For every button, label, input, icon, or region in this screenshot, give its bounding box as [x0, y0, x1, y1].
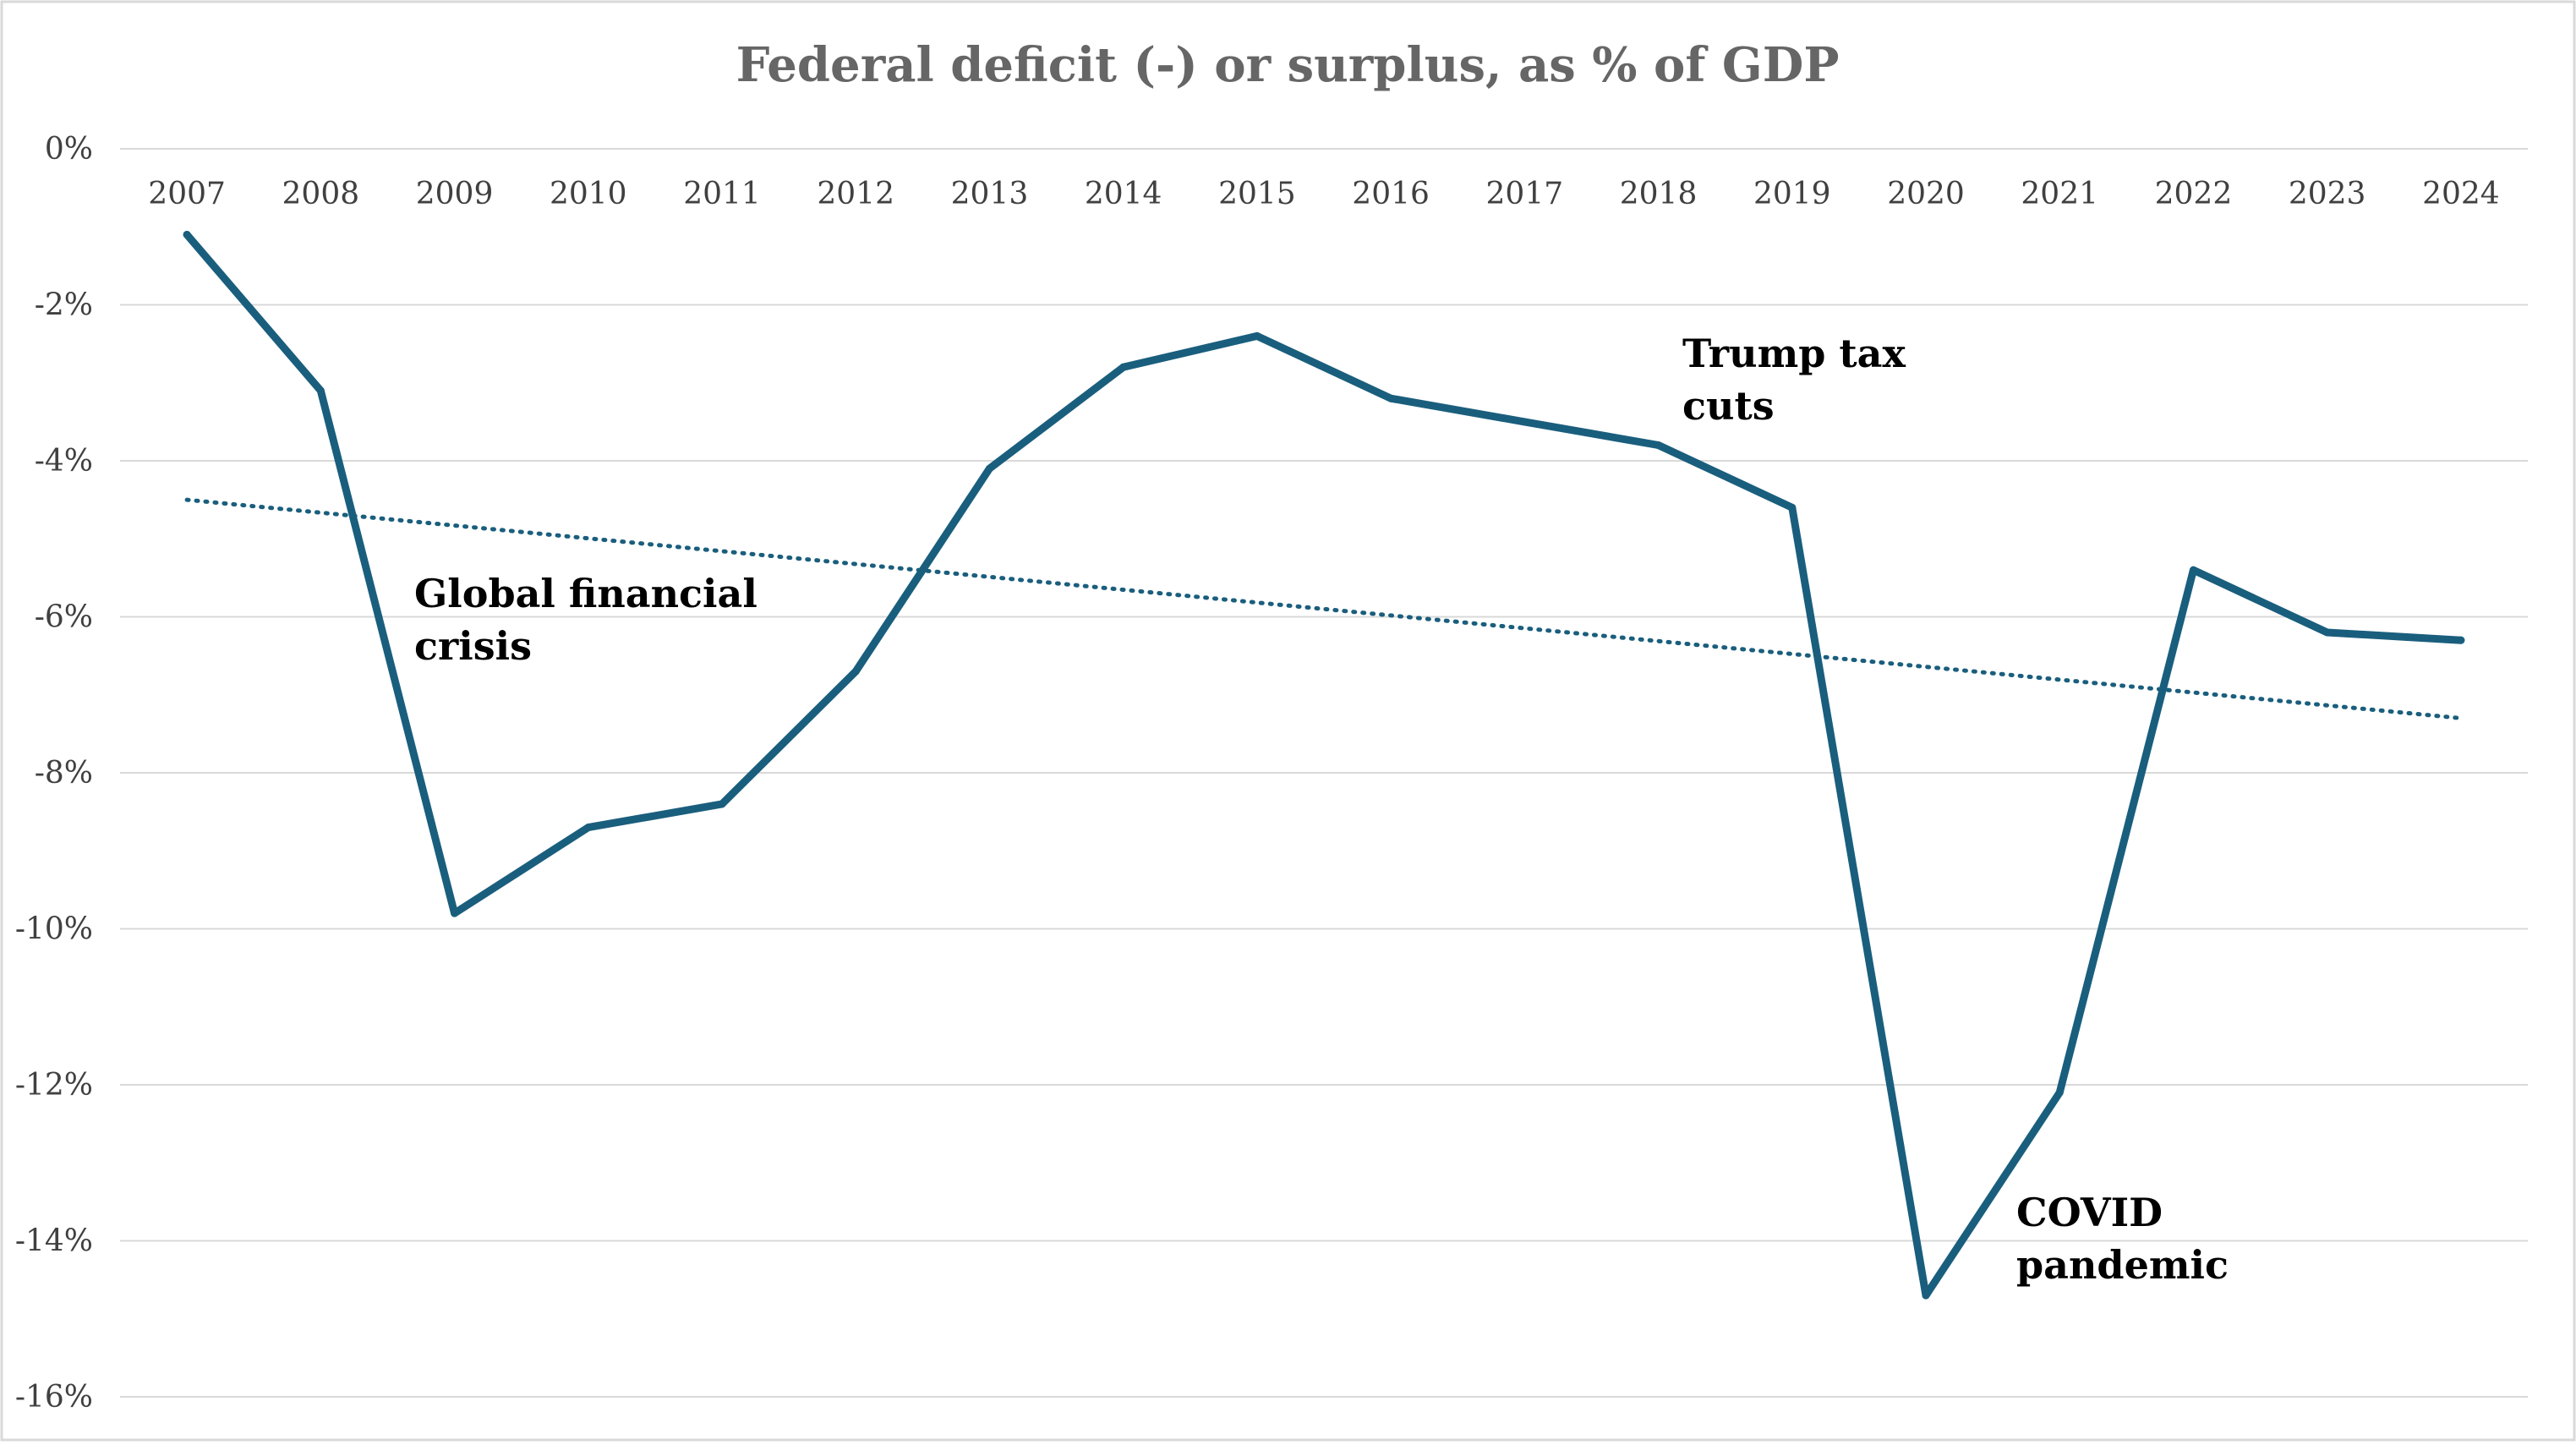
data-point: [1922, 1291, 1930, 1300]
data-point: [851, 667, 860, 676]
data-point: [584, 824, 593, 832]
y-tick-label: -2%: [35, 288, 93, 323]
y-tick-label: -10%: [15, 912, 93, 947]
gridlines: [120, 148, 2528, 1398]
y-tick-label: -8%: [35, 756, 93, 791]
data-point: [183, 230, 191, 238]
x-tick-label: 2012: [817, 177, 894, 211]
annotation-text: pandemic: [2016, 1242, 2229, 1288]
data-point: [1386, 394, 1395, 402]
data-point: [2323, 628, 2332, 637]
y-axis-ticks: 0% -2% -4% -6% -8% -10% -12% -14% -16%: [15, 132, 93, 1415]
data-point: [316, 386, 325, 395]
x-tick-label: 2015: [1218, 177, 1296, 211]
y-tick-label: -12%: [15, 1068, 93, 1103]
annotation-text: COVID: [2016, 1190, 2163, 1235]
annotation-text: Global financial: [414, 571, 757, 616]
annotation-text: cuts: [1682, 383, 1775, 429]
data-point: [718, 800, 726, 808]
series-layer: [183, 230, 2465, 1300]
x-tick-label: 2024: [2422, 177, 2500, 211]
trendline: [184, 497, 2464, 720]
data-point: [1654, 441, 1663, 450]
x-tick-label: 2020: [1887, 177, 1965, 211]
data-point: [1119, 363, 1128, 371]
x-tick-label: 2017: [1486, 177, 1564, 211]
x-tick-label: 2022: [2155, 177, 2233, 211]
x-tick-label: 2019: [1753, 177, 1831, 211]
annotation-text: Trump tax: [1682, 331, 1906, 376]
x-tick-label: 2018: [1620, 177, 1698, 211]
data-point: [451, 909, 459, 917]
x-tick-label: 2010: [550, 177, 627, 211]
data-point: [2457, 636, 2465, 644]
x-axis-ticks: 2007 2008 2009 2010 2011 2012 2013 2014 2015 2016…: [148, 177, 2499, 211]
x-tick-label: 2008: [282, 177, 360, 211]
data-point: [1788, 503, 1797, 512]
x-tick-label: 2021: [2021, 177, 2098, 211]
x-tick-label: 2013: [951, 177, 1029, 211]
x-tick-label: 2014: [1085, 177, 1162, 211]
data-point: [2189, 566, 2197, 574]
y-tick-label: -14%: [15, 1224, 93, 1259]
annotation-text: crisis: [414, 623, 532, 669]
y-tick-label: -4%: [35, 444, 93, 479]
x-tick-label: 2016: [1352, 177, 1430, 211]
data-point: [985, 464, 993, 473]
trendline-layer: [184, 497, 2464, 720]
chart-title: Federal deficit (-) or surplus, as % of …: [736, 37, 1840, 93]
data-point: [1253, 331, 1261, 340]
data-point: [2055, 1088, 2064, 1097]
y-tick-label: -6%: [35, 600, 93, 635]
y-tick-label: 0%: [45, 132, 93, 167]
y-tick-label: -16%: [15, 1380, 93, 1415]
x-tick-label: 2007: [148, 177, 226, 211]
x-tick-label: 2011: [683, 177, 761, 211]
data-point: [1520, 418, 1529, 426]
annotations: Global financial crisis Trump tax cuts COVID…: [414, 331, 2229, 1288]
x-tick-label: 2023: [2289, 177, 2366, 211]
x-tick-label: 2009: [416, 177, 494, 211]
series-line: [183, 231, 2465, 1300]
